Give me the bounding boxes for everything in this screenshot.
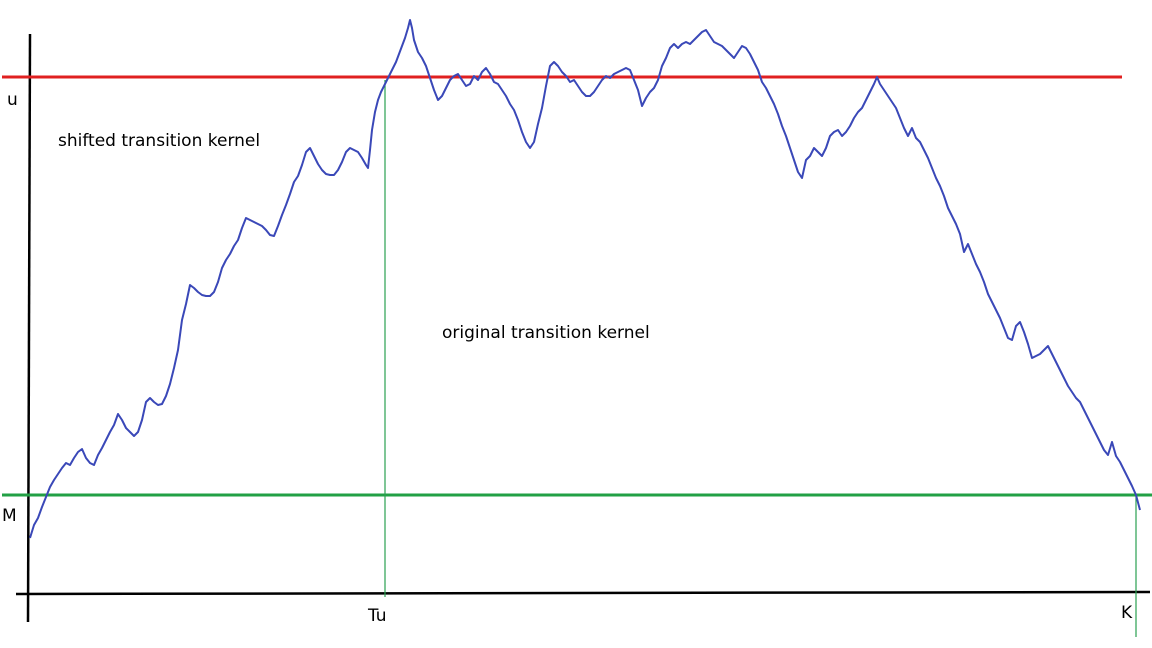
x-axis bbox=[15, 590, 1151, 596]
random-path bbox=[29, 19, 1141, 539]
original-kernel-label: original transition kernel bbox=[442, 323, 650, 343]
u-level-label: u bbox=[7, 90, 18, 110]
tu-time-label: Tu bbox=[368, 606, 387, 626]
y-axis bbox=[26, 33, 32, 623]
shifted-kernel-label: shifted transition kernel bbox=[58, 131, 261, 151]
m-level-label: M bbox=[2, 506, 17, 526]
k-time-label: K bbox=[1121, 603, 1133, 623]
